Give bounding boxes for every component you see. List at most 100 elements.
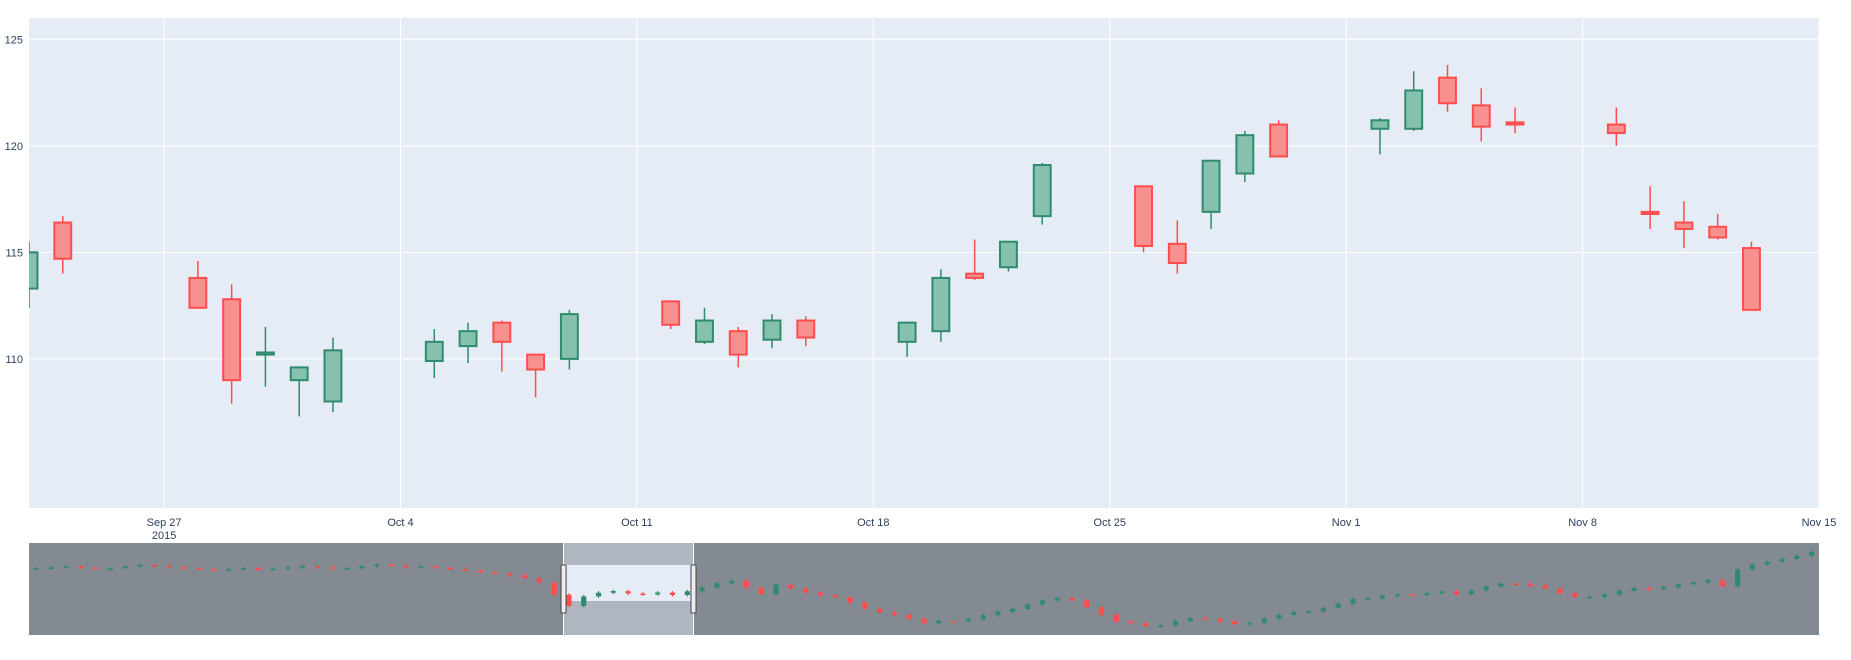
candle[interactable]: [661, 300, 681, 330]
x-tick-label: Nov 15: [1802, 517, 1837, 529]
candle[interactable]: [1404, 71, 1424, 131]
range-slider[interactable]: [29, 543, 1819, 635]
candle[interactable]: [255, 326, 275, 387]
candle[interactable]: [1640, 186, 1660, 229]
candle-body: [458, 330, 478, 348]
overview-candle-body: [950, 621, 957, 623]
candle[interactable]: [1201, 159, 1221, 229]
x-gridlines: [163, 18, 1820, 508]
overview-candle-body: [92, 567, 99, 570]
candle[interactable]: [1505, 107, 1525, 134]
overview-candle-body: [640, 593, 646, 596]
y-tick-label: 110: [5, 354, 23, 366]
candle-body: [1640, 210, 1660, 216]
candle[interactable]: [695, 307, 714, 344]
candle[interactable]: [1708, 214, 1728, 240]
candle[interactable]: [1742, 241, 1761, 311]
plot-area[interactable]: [29, 18, 1819, 508]
overview-candle-body: [995, 611, 1001, 616]
candle[interactable]: [323, 337, 343, 413]
range-slider-left-handle[interactable]: [560, 564, 567, 614]
candle[interactable]: [728, 326, 748, 368]
overview-candle-body: [1143, 623, 1149, 627]
candle[interactable]: [188, 260, 208, 309]
overview-candle-body: [1187, 618, 1193, 622]
candle[interactable]: [1370, 118, 1390, 155]
overview-candle-body: [610, 591, 616, 593]
overview-candle-body: [1380, 595, 1386, 599]
overview-candle-body: [1735, 569, 1741, 587]
overview-candle-body: [788, 584, 794, 589]
candle[interactable]: [559, 309, 579, 370]
overview-candle-body: [921, 618, 927, 624]
candles: [21, 64, 1761, 417]
candle[interactable]: [1167, 220, 1187, 274]
x-tick-label: Nov 8: [1568, 517, 1597, 529]
overview-candle-body: [211, 569, 217, 571]
overview-candle-body: [63, 566, 69, 569]
overview-candle-body: [166, 565, 173, 568]
candle[interactable]: [424, 329, 444, 379]
candle[interactable]: [1438, 64, 1457, 112]
overview-candle-body: [521, 575, 528, 578]
candle[interactable]: [965, 239, 985, 281]
candle[interactable]: [1269, 120, 1289, 158]
overview-candle-body: [1675, 584, 1682, 588]
candle[interactable]: [222, 284, 242, 404]
range-slider-selected-window[interactable]: [563, 565, 694, 601]
overview-candle-body: [699, 587, 705, 592]
overview-candle-body: [832, 595, 838, 598]
y-tick-labels: 110 115 120 125: [5, 34, 23, 366]
candle[interactable]: [458, 322, 478, 364]
candle-body: [1708, 225, 1728, 239]
overview-candle-body: [152, 564, 158, 567]
candle-body: [424, 340, 444, 362]
candle-body: [1438, 76, 1457, 105]
candle[interactable]: [1606, 107, 1626, 146]
candle[interactable]: [1235, 130, 1255, 183]
overview-candle-body: [773, 584, 779, 595]
overview-candle-body: [1276, 614, 1282, 619]
overview-candle-body: [1705, 580, 1711, 583]
overview-candle-body: [1409, 594, 1415, 597]
overview-candle-body: [1587, 596, 1593, 599]
overview-candle-body: [891, 612, 898, 615]
candle[interactable]: [1471, 88, 1491, 142]
overview-candle-body: [226, 569, 232, 571]
overview-candle-body: [270, 568, 276, 571]
overview-candle-body: [595, 592, 602, 597]
overview-candle-body: [1424, 593, 1430, 596]
candle[interactable]: [21, 241, 39, 308]
candle[interactable]: [762, 314, 782, 349]
overview-candle-body: [1054, 598, 1060, 601]
candle[interactable]: [492, 320, 512, 372]
candle-body: [897, 321, 917, 343]
overview-candle-body: [1024, 604, 1031, 609]
candle-body: [255, 351, 275, 356]
overview-candle-body: [1350, 599, 1356, 604]
candle-body: [1235, 134, 1255, 175]
y-gridlines: [29, 38, 1819, 360]
candle[interactable]: [897, 321, 917, 357]
candle[interactable]: [526, 353, 546, 398]
candle[interactable]: [1134, 185, 1153, 253]
overview-candle-body: [669, 592, 676, 596]
candle[interactable]: [796, 316, 816, 347]
overview-candle-body: [1291, 612, 1297, 615]
range-slider-right-handle[interactable]: [690, 564, 697, 614]
candle[interactable]: [53, 216, 73, 274]
candle[interactable]: [1032, 162, 1052, 225]
candle-body: [1269, 123, 1289, 158]
x-tick-sublabel: 2015: [152, 530, 176, 542]
candle[interactable]: [1674, 201, 1694, 249]
candle[interactable]: [998, 240, 1018, 272]
candle[interactable]: [289, 366, 309, 417]
overview-candle-body: [758, 587, 764, 595]
overview-candle-body: [551, 582, 557, 595]
overview-candle-body: [344, 568, 350, 570]
x-tick-label: Oct 4: [387, 517, 413, 529]
overview-candle-body: [1764, 561, 1770, 565]
overview-candle-body: [477, 570, 483, 573]
candle[interactable]: [931, 269, 951, 342]
candle-body: [796, 319, 816, 339]
